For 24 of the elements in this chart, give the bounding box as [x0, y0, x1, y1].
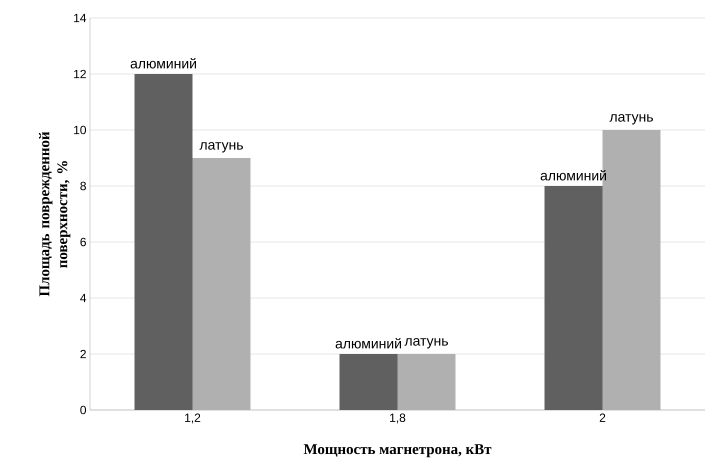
x-tick-label: 1,2 — [185, 414, 200, 424]
x-axis-title: Мощность магнетрона, кВт — [304, 444, 492, 458]
series-label: алюминий — [336, 338, 401, 348]
bar — [544, 186, 603, 410]
text: латунь — [404, 338, 448, 348]
bar — [192, 158, 250, 410]
series-label: латунь — [200, 142, 243, 152]
bar — [134, 74, 192, 410]
y-axis-title: Площадь поврежденной поверхности, % — [38, 132, 70, 296]
y-tick-label: 2 — [80, 350, 86, 358]
bar — [340, 354, 398, 410]
x-tick-label: 2 — [600, 414, 606, 422]
text: алюминий — [130, 58, 196, 68]
y-tick-label: 6 — [80, 238, 86, 246]
y-tick-label: 14 — [74, 14, 86, 22]
y-tick-label: 10 — [74, 126, 86, 134]
y-tick-label: 8 — [80, 182, 86, 190]
bar — [398, 354, 456, 410]
y-tick-label: 0 — [80, 406, 86, 414]
y-tick-label: 12 — [74, 70, 86, 78]
text: алюминий — [540, 170, 606, 180]
y-tick-label: 4 — [80, 294, 86, 302]
x-tick-label: 1,8 — [390, 414, 406, 424]
text: латунь — [610, 114, 653, 124]
